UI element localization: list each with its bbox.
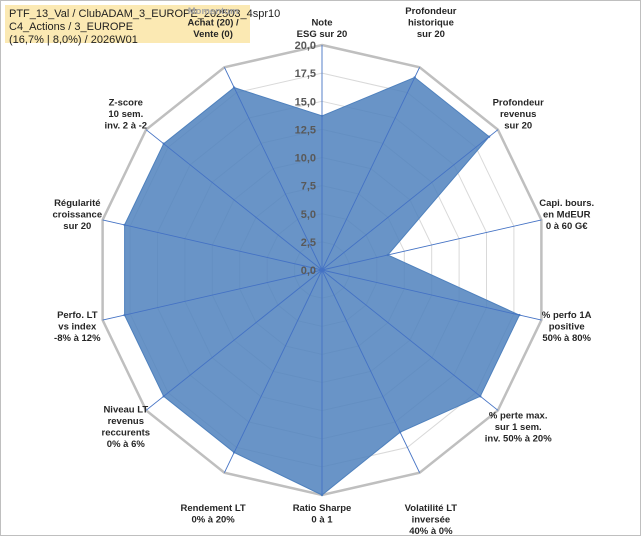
header-line-1: PTF_13_Val / ClubADAM_3_EUROPE_202503_4s… — [9, 8, 281, 20]
radar-tick-label: 10,0 — [295, 153, 316, 165]
radar-axis-label-line: inversée — [412, 515, 451, 526]
radar-axis-label-line: revenus — [108, 416, 144, 427]
radar-axis-label-line: Note — [311, 18, 332, 29]
radar-axis-label-line: 40% à 0% — [409, 526, 453, 536]
radar-spoke — [102, 269, 323, 321]
radar-axis-label-line: % perte max. — [489, 411, 548, 422]
radar-axis-label-line: -8% à 12% — [54, 333, 101, 344]
radar-axis-label-line: Régularité — [54, 198, 100, 209]
radar-axis-label: Perfo. LT vs index -8% à 12% — [54, 310, 101, 344]
radar-axis-label: % perfo 1A positive 50% à 80% — [542, 310, 592, 344]
radar-axis-label-line: Ratio Sharpe — [293, 503, 352, 514]
radar-spokes — [102, 45, 542, 495]
radar-axis-label-line: 10 sem. — [108, 109, 143, 120]
radar-axis-label-line: Profondeur — [493, 98, 544, 109]
radar-axis-label: Profondeur historique sur 20 — [405, 6, 456, 40]
radar-axis-label-line: revenus — [500, 109, 536, 120]
radar-axis-label-line: Z-score — [109, 98, 143, 109]
radar-axis-label-line: Rendement LT — [180, 503, 245, 514]
radar-axis-label-line: sur 20 — [417, 29, 445, 40]
radar-axis-label-line: Momentum — [188, 6, 239, 17]
radar-axis-label-line: inv. 2 à -2 — [105, 121, 148, 132]
radar-axis-label-line: Vente (0) — [193, 29, 233, 40]
radar-axis-label-line: ESG sur 20 — [297, 29, 348, 40]
radar-spoke — [321, 269, 499, 411]
radar-spoke — [223, 269, 323, 473]
radar-axis-label-line: reccurents — [102, 428, 151, 439]
radar-axis-label-line: 0% à 20% — [191, 515, 235, 526]
radar-axis-label-line: positive — [549, 321, 585, 332]
radar-axis-label-line: historique — [408, 18, 454, 29]
radar-axis-label-line: sur 20 — [504, 121, 532, 132]
radar-tick-labels: 0,0 2,5 5,0 7,5 10,0 12,5 15,0 17,5 20,0 — [295, 40, 316, 277]
radar-axis-label-line: % perfo 1A — [542, 310, 592, 321]
radar-spoke — [321, 67, 421, 271]
radar-axis-label: Ratio Sharpe 0 à 1 — [293, 503, 352, 526]
radar-axis-label-line: sur 1 sem. — [495, 422, 542, 433]
header-line-2: C4_Actions / 3_EUROPE — [9, 21, 134, 33]
radar-axis-label: Profondeur revenus sur 20 — [493, 98, 544, 132]
radar-spoke — [145, 269, 323, 411]
radar-axis-label-line: Capi. bours. — [539, 198, 594, 209]
radar-axis-label-line: en MdEUR — [543, 210, 591, 221]
radar-axis-label-line: Volatilité LT — [405, 503, 458, 514]
radar-axis-label-line: inv. 50% à 20% — [485, 434, 552, 445]
radar-spoke — [321, 269, 421, 473]
radar-tick-label: 12,5 — [295, 124, 316, 136]
radar-spoke — [321, 129, 499, 271]
chart-header-box: PTF_13_Val / ClubADAM_3_EUROPE_202503_4s… — [5, 5, 281, 46]
radar-spoke — [321, 269, 542, 321]
radar-axis-label-line: Perfo. LT — [57, 310, 98, 321]
radar-axis-label: Régularité croissance sur 20 — [52, 198, 102, 232]
radar-axis-label-line: Profondeur — [405, 6, 456, 17]
radar-axis-label-line: Niveau LT — [103, 405, 148, 416]
radar-axis-label: Note ESG sur 20 — [297, 18, 348, 41]
radar-axis-label: Niveau LT revenus reccurents 0% à 6% — [102, 405, 151, 451]
radar-axis-label: Volatilité LT inversée 40% à 0% — [405, 503, 458, 536]
radar-tick-label: 0,0 — [301, 265, 316, 277]
radar-axis-label-line: sur 20 — [63, 221, 91, 232]
radar-axis-label-line: 0 à 1 — [311, 515, 333, 526]
radar-axis-label-line: croissance — [52, 210, 102, 221]
radar-spoke — [145, 129, 323, 271]
radar-axis-label-line: vs index — [58, 321, 97, 332]
radar-tick-label: 15,0 — [295, 96, 316, 108]
radar-axis-label: % perte max. sur 1 sem. inv. 50% à 20% — [485, 411, 552, 445]
radar-axis-label-line: 50% à 80% — [542, 333, 591, 344]
radar-tick-label: 5,0 — [301, 209, 316, 221]
radar-tick-label: 2,5 — [301, 237, 316, 249]
header-line-3: (16,7% | 8,0%) / 2026W01 — [9, 34, 138, 46]
radar-spoke — [223, 67, 323, 271]
radar-axis-label: Capi. bours. en MdEUR 0 à 60 G€ — [539, 198, 594, 232]
radar-tick-label: 20,0 — [295, 40, 316, 52]
radar-axis-label: Momentum Achat (20) / Vente (0) — [187, 6, 239, 40]
radar-axis-label: Z-score 10 sem. inv. 2 à -2 — [105, 98, 148, 132]
radar-spoke — [321, 219, 542, 271]
radar-axis-label: Rendement LT 0% à 20% — [180, 503, 245, 526]
radar-tick-label: 17,5 — [295, 68, 316, 80]
radar-tick-label: 7,5 — [301, 181, 316, 193]
radar-axis-label-line: 0 à 60 G€ — [546, 221, 588, 232]
radar-axis-label-line: 0% à 6% — [107, 439, 146, 450]
radar-axis-label-line: Achat (20) / — [187, 18, 239, 29]
radar-spoke — [102, 219, 323, 271]
